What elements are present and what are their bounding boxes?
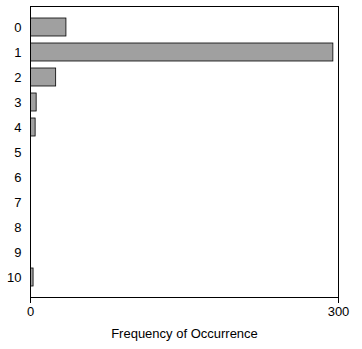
svg-text:300: 300 [328, 304, 350, 319]
svg-text:6: 6 [14, 170, 21, 185]
svg-text:2: 2 [14, 70, 21, 85]
svg-text:0: 0 [27, 304, 34, 319]
svg-text:10: 10 [7, 270, 21, 285]
svg-text:Frequency of Occurrence: Frequency of Occurrence [111, 326, 258, 341]
svg-text:0: 0 [14, 20, 21, 35]
svg-text:5: 5 [14, 145, 21, 160]
svg-text:3: 3 [14, 95, 21, 110]
svg-text:7: 7 [14, 195, 21, 210]
svg-text:9: 9 [14, 245, 21, 260]
svg-text:1: 1 [14, 45, 21, 60]
svg-text:8: 8 [14, 220, 21, 235]
svg-text:4: 4 [14, 120, 21, 135]
